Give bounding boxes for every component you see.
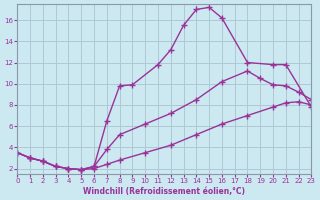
X-axis label: Windchill (Refroidissement éolien,°C): Windchill (Refroidissement éolien,°C) <box>84 187 245 196</box>
